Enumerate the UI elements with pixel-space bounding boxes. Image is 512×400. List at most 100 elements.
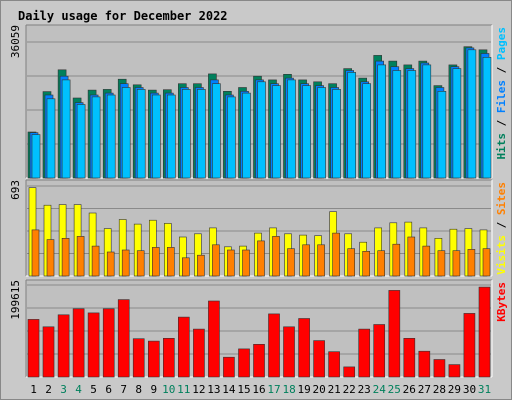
bar-kbytes-day-5 [87, 312, 100, 378]
bar-sites-day-2 [46, 239, 55, 277]
bar-kbytes-day-15 [238, 348, 250, 378]
bar-kbytes-day-26 [403, 337, 416, 378]
x-tick-label: 23 [358, 383, 371, 396]
x-axis-labels: 1 2 3 4 5 6 7 8 9 10 11 12 13 14 15 16 17 18 19 20 21 22 23 24 2… [30, 383, 491, 396]
bar-sites-day-17 [272, 236, 280, 277]
x-tick-label: 24 [373, 383, 387, 396]
bar-pages-day-9 [152, 94, 161, 179]
bar-pages-day-5 [91, 96, 101, 179]
y-max-label: 199615 [9, 280, 22, 320]
bar-sites-day-9 [152, 247, 160, 277]
bar-sites-day-21 [332, 232, 340, 277]
x-tick-label: 2 [45, 383, 52, 396]
x-tick-label: 19 [297, 383, 310, 396]
bar-kbytes-day-14 [223, 356, 235, 378]
bar-kbytes-day-18 [283, 326, 295, 378]
x-tick-label: 7 [120, 383, 127, 396]
bar-pages-day-1 [31, 134, 41, 179]
y-max-label: 693 [9, 180, 22, 200]
x-tick-label: 25 [388, 383, 401, 396]
bar-kbytes-day-29 [448, 364, 461, 378]
chart-title: Daily usage for December 2022 [18, 9, 228, 23]
x-tick-label: 21 [328, 383, 341, 396]
bar-pages-day-22 [347, 72, 357, 179]
x-tick-label: 27 [418, 383, 431, 396]
bar-sites-day-18 [287, 248, 295, 277]
bar-pages-day-13 [212, 83, 221, 179]
bar-kbytes-day-8 [132, 338, 145, 378]
x-tick-label: 30 [463, 383, 476, 396]
legend-entry: / [495, 60, 508, 80]
bar-pages-day-31 [482, 56, 492, 179]
bar-sites-day-8 [136, 250, 145, 277]
bar-kbytes-day-25 [388, 290, 401, 378]
x-tick-label: 15 [237, 383, 250, 396]
bar-pages-day-12 [197, 89, 206, 179]
bar-sites-day-31 [482, 248, 491, 277]
bar-pages-day-10 [167, 94, 176, 179]
x-tick-label: 3 [60, 383, 67, 396]
bar-pages-day-3 [61, 79, 71, 179]
bar-pages-day-25 [392, 70, 402, 179]
bar-sites-day-7 [121, 249, 130, 277]
panel-kbytes: 199615 KBytes [9, 279, 508, 378]
legend-entry: Files [495, 80, 508, 113]
bar-kbytes-day-24 [373, 324, 386, 378]
legend-entry: Visits [495, 235, 508, 275]
bar-sites-day-6 [106, 251, 115, 277]
bar-kbytes-day-11 [178, 316, 190, 378]
legend-entry: KBytes [495, 282, 508, 322]
legend-entry: Sites [495, 182, 508, 215]
x-tick-label: 26 [403, 383, 416, 396]
x-tick-label: 13 [207, 383, 220, 396]
x-tick-label: 11 [177, 383, 190, 396]
bar-kbytes-day-9 [148, 340, 160, 378]
bar-pages-day-11 [182, 89, 191, 179]
bar-pages-day-20 [317, 87, 326, 179]
bar-sites-day-1 [31, 229, 40, 277]
bar-kbytes-day-28 [433, 359, 446, 378]
legend-entry: / [495, 215, 508, 235]
bar-pages-day-21 [332, 89, 341, 179]
bar-kbytes-day-4 [72, 308, 85, 378]
bar-sites-day-28 [437, 250, 446, 277]
bar-kbytes-day-2 [42, 326, 55, 378]
bar-pages-day-24 [377, 64, 387, 179]
x-tick-label: 8 [135, 383, 142, 396]
bar-sites-day-10 [167, 247, 175, 277]
bar-pages-day-2 [46, 98, 56, 179]
bar-sites-day-20 [317, 244, 325, 277]
bar-pages-day-7 [121, 87, 131, 179]
bar-kbytes-day-12 [193, 328, 205, 378]
bar-kbytes-day-27 [418, 350, 431, 378]
legend-entry: Pages [495, 27, 508, 60]
bar-sites-day-29 [452, 250, 461, 277]
bar-sites-day-4 [76, 236, 85, 277]
x-tick-label: 6 [105, 383, 112, 396]
bar-sites-day-12 [197, 254, 205, 277]
x-tick-label: 1 [30, 383, 37, 396]
x-tick-label: 20 [312, 383, 325, 396]
bar-pages-day-18 [287, 79, 296, 179]
bar-pages-day-17 [272, 85, 281, 179]
bar-kbytes-day-16 [253, 343, 265, 378]
bar-kbytes-day-23 [358, 328, 371, 378]
legend-visits-sites: Visits / Sites [495, 182, 508, 275]
x-tick-label: 10 [162, 383, 175, 396]
bar-kbytes-day-17 [268, 313, 280, 378]
panel-hits-files-pages: 36059 Hits / Files / Pages [9, 24, 508, 179]
y-max-label: 36059 [9, 25, 22, 58]
bar-sites-day-30 [467, 249, 476, 277]
bar-sites-day-24 [377, 250, 386, 277]
legend-kbytes: KBytes [495, 282, 508, 322]
legend-hits-files-pages: Hits / Files / Pages [495, 27, 508, 160]
bar-pages-day-8 [136, 89, 146, 179]
bar-kbytes-day-10 [163, 337, 175, 378]
bar-pages-day-30 [467, 49, 477, 179]
x-tick-label: 4 [75, 383, 82, 396]
bar-sites-day-14 [227, 249, 235, 277]
x-tick-label: 16 [252, 383, 265, 396]
bar-sites-day-16 [257, 240, 265, 277]
bar-sites-day-26 [407, 236, 416, 277]
